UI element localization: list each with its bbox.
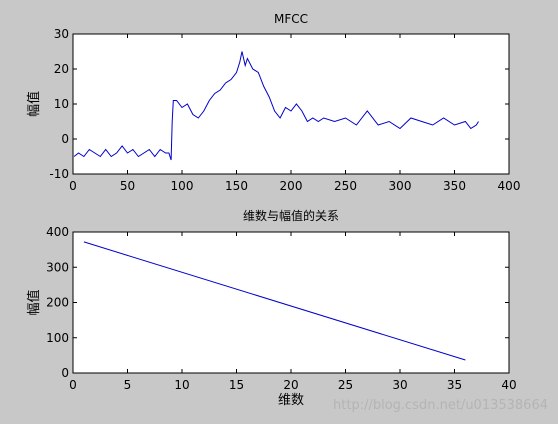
x-tick-label: 40 [501,378,516,392]
plot-area [72,33,510,175]
y-tick-label: 0 [61,366,69,380]
chart-title: 维数与幅值的关系 [243,208,339,223]
y-tick-label: 10 [54,97,69,111]
y-tick-label: 0 [61,132,69,146]
y-axis-label: 幅值 [26,91,42,117]
plot-area [72,231,510,374]
x-tick-label: 25 [338,378,353,392]
x-tick-label: 20 [283,378,298,392]
x-tick-label: 50 [120,179,135,193]
dimension-amplitude-plot: 0 5 10 15 20 25 30 35 400100200300400维数与幅值的关系幅值维… [26,208,517,408]
y-tick-label: 30 [54,27,69,41]
x-tick-label: 400 [498,179,521,193]
y-tick-label: 100 [46,331,69,345]
x-tick-label: 15 [229,378,244,392]
x-tick-label: 250 [334,179,357,193]
x-tick-label: 350 [443,179,466,193]
x-tick-label: 35 [447,378,462,392]
y-tick-label: 400 [46,225,69,239]
x-tick-label: 5 [124,378,132,392]
x-tick-label: 200 [280,179,303,193]
x-tick-label: 0 [69,179,77,193]
series-line-0 [73,51,479,161]
x-tick-label: 10 [174,378,189,392]
chart-title: MFCC [274,12,308,26]
series-line-0 [83,241,466,361]
x-tick-label: 0 [69,378,77,392]
watermark-text: http://blog.csdn.net/u013538664 [333,398,548,413]
y-tick-label: 20 [54,62,69,76]
y-tick-label: 300 [46,260,69,274]
x-tick-label: 300 [389,179,412,193]
x-axis-label: 维数 [278,393,304,408]
y-tick-label: -10 [49,167,69,181]
y-axis-label: 幅值 [26,289,42,315]
y-tick-label: 200 [46,296,69,310]
x-tick-label: 100 [171,179,194,193]
x-tick-label: 150 [225,179,248,193]
x-tick-label: 30 [392,378,407,392]
